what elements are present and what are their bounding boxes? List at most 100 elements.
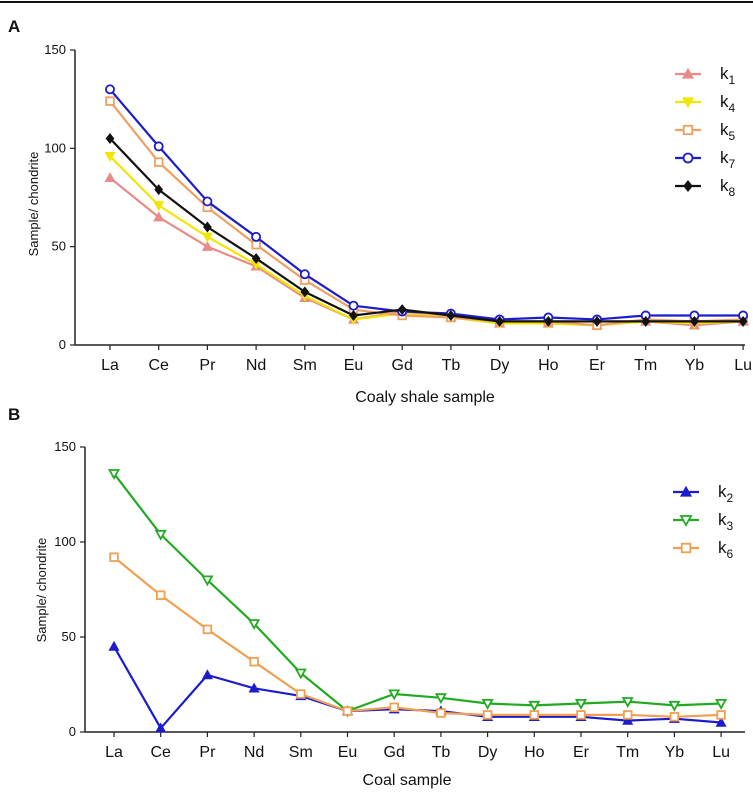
data-point — [153, 141, 164, 152]
data-point — [294, 668, 307, 680]
series-k6 — [109, 552, 726, 722]
series-line — [109, 155, 744, 327]
legend-item: k1 — [675, 64, 736, 87]
y-tick-label: 50 — [52, 239, 66, 254]
legend-label: k5 — [720, 120, 736, 143]
legend-marker — [679, 485, 693, 497]
x-tick-label: Yb — [665, 744, 685, 761]
y-tick-label: 150 — [54, 439, 76, 454]
legend-item: k8 — [675, 176, 736, 199]
x-tick-label: Sm — [289, 744, 313, 761]
data-point — [201, 240, 213, 251]
legend-marker — [680, 542, 692, 554]
data-point — [668, 700, 681, 712]
x-tick-label: Dy — [490, 357, 510, 374]
x-tick-label: Lu — [734, 357, 752, 374]
data-point — [495, 315, 504, 327]
data-point — [622, 710, 633, 720]
x-tick-label: Eu — [338, 744, 358, 761]
legend-marker — [681, 97, 695, 109]
series-k8 — [105, 133, 748, 327]
x-tick-label: Ce — [150, 744, 171, 761]
y-tick-label: 0 — [69, 724, 76, 739]
data-point — [482, 710, 493, 720]
legend-item: k6 — [673, 538, 734, 561]
data-point — [529, 710, 540, 720]
x-tick-label: Sm — [293, 357, 317, 374]
data-point — [251, 231, 262, 242]
legend-marker — [682, 152, 694, 164]
legend-label: k6 — [718, 538, 734, 561]
data-point — [592, 315, 602, 327]
data-point — [397, 304, 407, 316]
data-point — [300, 286, 310, 298]
data-point — [715, 699, 728, 710]
panel-label-a: A — [8, 17, 20, 36]
x-tick-label: Nd — [246, 357, 266, 374]
x-tick-label: Dy — [478, 744, 498, 761]
x-tick-label: Gd — [384, 744, 405, 761]
legend-item: k3 — [673, 510, 734, 533]
legend-label: k3 — [718, 510, 734, 533]
x-tick-label: Tb — [432, 744, 451, 761]
y-axis-label-a: Sample/ chondrite — [26, 152, 41, 257]
legend-marker — [681, 67, 695, 79]
data-point — [201, 232, 213, 243]
y-tick-label: 50 — [62, 629, 76, 644]
x-tick-label: La — [101, 357, 119, 374]
x-axis-label-b: Coal sample — [363, 772, 452, 789]
series-line — [109, 137, 744, 323]
series-k2 — [108, 640, 727, 733]
data-point — [388, 689, 401, 701]
legend-marker — [683, 180, 693, 192]
data-point — [669, 712, 680, 722]
legend-item: k4 — [675, 92, 736, 115]
data-point — [738, 315, 748, 327]
data-point — [105, 96, 115, 106]
data-point — [576, 710, 586, 720]
x-tick-label: Nd — [244, 744, 264, 761]
series-line — [113, 472, 722, 713]
data-point — [348, 300, 359, 311]
y-tick-label: 0 — [59, 337, 66, 352]
panel-label-b: B — [8, 405, 20, 424]
legend-label: k7 — [720, 148, 736, 171]
data-point — [109, 552, 119, 562]
y-tick-label: 100 — [44, 140, 66, 155]
data-point — [299, 269, 310, 280]
x-tick-label: Tm — [634, 357, 657, 374]
data-point — [248, 619, 261, 631]
x-tick-label: Yb — [685, 357, 705, 374]
series-k5 — [105, 96, 748, 331]
data-point — [641, 315, 651, 327]
y-tick-label: 150 — [44, 42, 66, 57]
data-point — [154, 184, 164, 196]
y-axis-label-b: Sample/ chondrite — [34, 538, 49, 643]
data-point — [248, 682, 260, 693]
x-tick-label: Ce — [148, 357, 169, 374]
data-point — [202, 624, 213, 635]
x-tick-label: Er — [589, 357, 606, 374]
data-point — [349, 310, 358, 321]
data-point — [389, 702, 399, 713]
legend-marker — [682, 124, 694, 136]
data-point — [203, 221, 212, 233]
data-point — [716, 710, 726, 720]
data-point — [622, 714, 634, 725]
data-point — [434, 693, 447, 705]
x-tick-label: Ho — [538, 357, 559, 374]
plot-area-a: 0 50 100 150 La Ce Pr Nd Sm Eu Gd Tb Dy Ho Er Tm Yb Lu — [44, 42, 752, 374]
data-point — [690, 315, 699, 327]
data-point — [104, 172, 116, 183]
legend-item: k2 — [673, 482, 734, 505]
data-point — [153, 211, 165, 222]
legend-item: k7 — [675, 148, 736, 171]
series-line — [113, 556, 722, 718]
data-point — [201, 575, 214, 587]
x-axis-label-a: Coaly shale sample — [355, 389, 495, 406]
series-k3 — [107, 469, 728, 718]
data-point — [342, 706, 353, 716]
legend-label: k2 — [718, 482, 734, 505]
data-point — [715, 716, 727, 727]
